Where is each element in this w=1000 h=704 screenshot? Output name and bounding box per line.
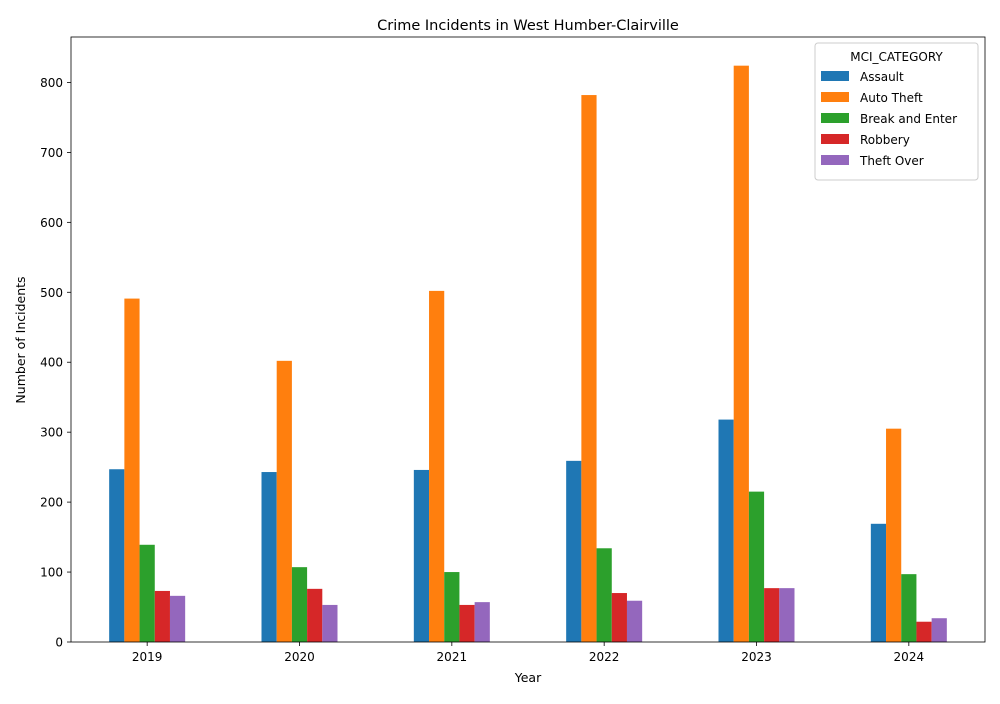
- bar-theft-over-2021: [474, 602, 490, 642]
- bar-theft-over-2020: [322, 604, 338, 642]
- y-tick-label: 600: [40, 216, 63, 230]
- bar-assault-2019: [109, 469, 125, 642]
- x-tick-label: 2022: [589, 650, 620, 664]
- legend-swatch-break-and-enter: [821, 113, 849, 123]
- y-tick-label: 0: [55, 636, 63, 650]
- y-tick-label: 800: [40, 76, 63, 90]
- bar-auto-theft-2020: [276, 360, 292, 642]
- chart-title: Crime Incidents in West Humber-Clairvill…: [377, 18, 679, 34]
- x-tick-label: 2021: [437, 650, 468, 664]
- legend: MCI_CATEGORY Assault Auto Theft Break and E…: [814, 42, 979, 181]
- bar-assault-2024: [870, 523, 887, 642]
- bar-break-and-enter-2019: [139, 544, 155, 642]
- plot-area: 2019 2020 2021 2022 2023 2024 0 100 200 300 400 500…: [40, 36, 986, 664]
- x-axis-label: Year: [514, 670, 542, 685]
- bar-break-and-enter-2020: [291, 567, 308, 642]
- bar-theft-over-2024: [931, 618, 947, 642]
- legend-swatch-robbery: [821, 134, 849, 144]
- bar-auto-theft-2022: [581, 95, 597, 643]
- bar-theft-over-2023: [779, 588, 795, 642]
- bar-assault-2022: [566, 460, 582, 642]
- legend-swatch-assault: [821, 71, 849, 81]
- y-tick-label: 100: [40, 566, 63, 580]
- bar-break-and-enter-2023: [748, 491, 765, 642]
- y-axis-label: Number of Incidents: [13, 276, 28, 403]
- legend-title: MCI_CATEGORY: [850, 50, 943, 64]
- bar-robbery-2024: [916, 621, 932, 642]
- bar-robbery-2023: [764, 588, 780, 642]
- legend-label: Theft Over: [859, 154, 924, 168]
- bar-break-and-enter-2024: [901, 574, 917, 642]
- legend-label: Auto Theft: [860, 91, 923, 105]
- legend-swatch-auto-theft: [821, 92, 849, 102]
- bar-assault-2020: [261, 472, 277, 642]
- bar-assault-2023: [718, 419, 734, 642]
- bar-robbery-2022: [611, 593, 627, 642]
- bar-auto-theft-2023: [733, 65, 749, 643]
- x-tick-label: 2020: [284, 650, 315, 664]
- axes-frame: [70, 36, 986, 643]
- bar-break-and-enter-2022: [596, 548, 612, 642]
- bar-auto-theft-2024: [886, 428, 902, 642]
- x-tick-label: 2019: [132, 650, 163, 664]
- legend-swatch-theft-over: [821, 155, 849, 165]
- bar-robbery-2020: [307, 588, 323, 642]
- legend-label: Assault: [860, 70, 904, 84]
- bar-break-and-enter-2021: [444, 572, 460, 642]
- bar-theft-over-2019: [169, 595, 186, 642]
- y-tick-label: 300: [40, 426, 63, 440]
- x-tick-label: 2023: [741, 650, 772, 664]
- bar-auto-theft-2021: [429, 290, 445, 642]
- bar-assault-2021: [413, 469, 430, 642]
- legend-label: Break and Enter: [860, 112, 957, 126]
- bar-robbery-2021: [459, 604, 475, 642]
- y-tick-label: 400: [40, 356, 63, 370]
- bar-auto-theft-2019: [124, 298, 140, 642]
- bar-robbery-2019: [154, 590, 170, 642]
- legend-label: Robbery: [860, 133, 910, 147]
- x-tick-label: 2024: [894, 650, 925, 664]
- y-tick-label: 200: [40, 496, 63, 510]
- bar-theft-over-2022: [626, 600, 643, 642]
- y-tick-label: 500: [40, 286, 63, 300]
- legend-box: [814, 42, 979, 181]
- y-tick-label: 700: [40, 146, 63, 160]
